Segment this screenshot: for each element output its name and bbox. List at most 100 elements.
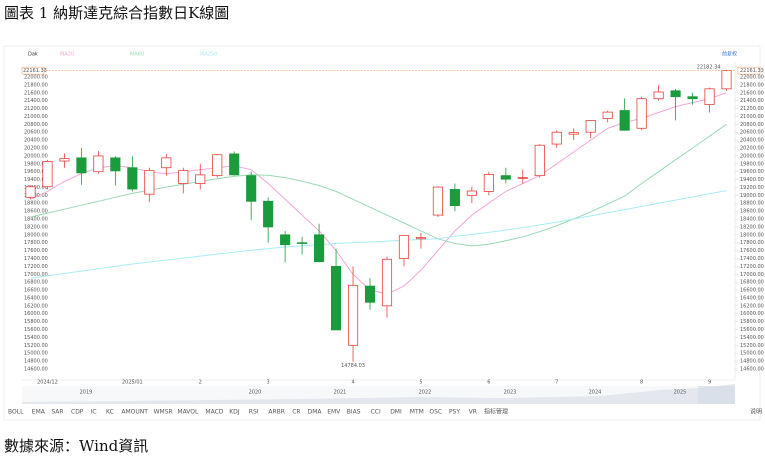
indicator-tab[interactable]: CDP [71,409,84,416]
candle-body [280,234,291,246]
timeline-year: 2022 [419,390,432,396]
y-tick-label-right: 15200.00 [740,343,764,349]
y-tick-label-right: 18200.00 [740,224,764,230]
indicator-tab[interactable]: WMSR [154,409,173,416]
indicator-tab[interactable]: CR [292,409,300,416]
indicator-tab[interactable]: MACD [205,409,223,416]
indicator-tab[interactable]: MTM [410,409,424,416]
y-tick-label-right: 22000.00 [740,74,764,80]
y-tick-label: 19200.00 [24,185,48,191]
candle-body [415,237,427,240]
indicator-tab[interactable]: DMA [308,409,323,416]
candle-body [195,174,206,184]
y-tick-label: 14800.00 [24,359,48,365]
timeline-year: 2019 [80,390,93,396]
y-tick-label-right: 21000.00 [740,114,764,120]
y-tick-label: 17800.00 [24,240,48,246]
candle-body [483,174,494,192]
legend-entry[interactable]: MA20 [60,52,74,58]
timeline-year: 2025 [674,390,687,396]
y-tick-label-right: 15000.00 [740,351,764,357]
indicator-tab[interactable]: PSY [449,409,460,416]
legend-entry[interactable]: MA250 [200,52,217,58]
y-tick-label: 20000.00 [24,153,48,159]
timeline-year: 2020 [249,390,262,396]
indicator-tab[interactable]: BIAS [347,409,361,416]
candle-body [619,110,630,131]
y-tick-label: 19400.00 [24,177,48,183]
indicator-tab[interactable]: ARBR [268,409,285,416]
last-price-tag [21,66,45,75]
indicator-tab[interactable]: 指标管理 [484,408,508,416]
candle-body [381,258,393,307]
candle-body [721,70,732,90]
y-tick-label: 21200.00 [24,106,48,112]
indicator-tab[interactable]: AMOUNT [121,409,148,416]
candle-body [534,144,545,177]
help-button[interactable]: 说明 [750,408,762,416]
y-tick-label-right: 18800.00 [740,201,764,207]
indicator-tab[interactable]: RSI [249,409,259,416]
candle-body [585,119,596,133]
timeline-year: 2023 [504,390,517,396]
x-tick-label: 6 [487,380,490,386]
y-tick-label-right: 15400.00 [740,335,764,341]
candle-body [76,157,87,174]
y-tick-label: 18600.00 [24,209,48,215]
toolbar-label[interactable]: Dak [28,52,38,58]
candle-body [93,155,104,173]
y-tick-label: 22000.00 [24,74,48,80]
candle-body [229,153,240,176]
adjust-button[interactable]: 前复权 [722,51,737,58]
y-tick-label-right: 19800.00 [740,161,764,167]
x-tick-label: 3 [267,380,270,386]
indicator-tab[interactable]: KDJ [229,409,240,416]
y-tick-label: 18800.00 [24,201,48,207]
y-tick-label: 18200.00 [24,224,48,230]
ma-line [30,190,727,279]
indicator-tab[interactable]: IC [91,409,97,416]
indicator-tab[interactable]: CCI [371,409,381,416]
indicator-tab[interactable]: DMI [390,409,402,416]
y-tick-label: 20400.00 [24,138,48,144]
source-note: 數據來源：Wind資訊 [4,437,148,455]
y-tick-label-right: 19400.00 [740,177,764,183]
y-tick-label-right: 18600.00 [740,209,764,215]
indicator-tab[interactable]: KC [106,409,114,416]
y-tick-label: 20600.00 [24,130,48,136]
y-tick-label: 20200.00 [24,146,48,152]
figure-title: 圖表 1 納斯達克綜合指數日K線圖 [4,4,229,22]
indicator-tab[interactable]: SAR [51,409,63,416]
candle-body [602,111,613,119]
candle-body [653,91,664,100]
candle-body [263,200,274,228]
indicator-tab[interactable]: BOLL [8,409,24,416]
indicator-tab[interactable]: EMV [327,409,341,416]
y-tick-label-right: 20600.00 [740,130,764,136]
legend-entry[interactable]: MA60 [130,52,144,58]
y-tick-label: 17000.00 [24,272,48,278]
x-tick-label: 9 [708,380,711,386]
candle-body [551,131,562,145]
candle-body [297,242,308,244]
y-tick-label: 18400.00 [24,217,48,223]
x-tick-label: 7 [555,380,558,386]
y-tick-label: 15000.00 [24,351,48,357]
last-price-label: 22161.33 [23,68,47,74]
candle-body [144,170,155,195]
indicator-tab[interactable]: MAVOL [177,409,199,416]
chart-frame [3,45,761,421]
candle-body [687,96,698,100]
indicator-tab[interactable]: EMA [32,409,46,416]
y-tick-label-right: 20400.00 [740,138,764,144]
indicator-tab[interactable]: OSC [429,409,442,416]
y-tick-label-right: 17200.00 [740,264,764,270]
candle-body [517,177,528,179]
candle-body [466,190,477,196]
timeline-window[interactable] [698,386,735,404]
timeline-year: 2024 [589,390,602,396]
y-tick-label-right: 21200.00 [740,106,764,112]
y-tick-label-right: 17800.00 [740,240,764,246]
timeline-area [22,384,735,404]
indicator-tab[interactable]: VR [469,409,477,416]
